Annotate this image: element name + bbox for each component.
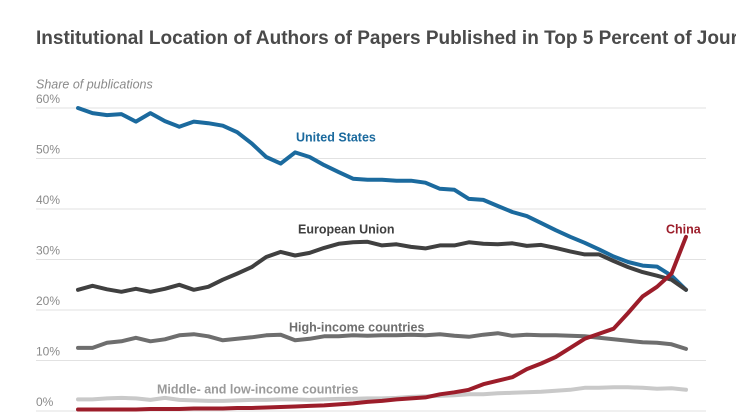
series-label: High-income countries: [289, 320, 424, 334]
y-tick-label: 30%: [36, 244, 60, 258]
y-tick-label: 20%: [36, 294, 60, 308]
series-line: [76, 106, 688, 292]
series-label: United States: [296, 130, 376, 144]
y-axis-label: Share of publications: [36, 77, 153, 91]
series-label: European Union: [298, 222, 395, 236]
chart-title: Institutional Location of Authors of Pap…: [36, 28, 736, 49]
series-label: China: [666, 222, 702, 236]
series-line: [76, 234, 688, 412]
y-tick-label: 0%: [36, 395, 54, 409]
series-line: [76, 239, 688, 294]
series-line: [76, 385, 688, 403]
y-tick-label: 40%: [36, 193, 60, 207]
y-tick-label: 50%: [36, 143, 60, 157]
y-tick-label: 60%: [36, 92, 60, 106]
series-label: Middle- and low-income countries: [157, 382, 358, 396]
y-tick-label: 10%: [36, 345, 60, 359]
series-line: [76, 331, 688, 351]
